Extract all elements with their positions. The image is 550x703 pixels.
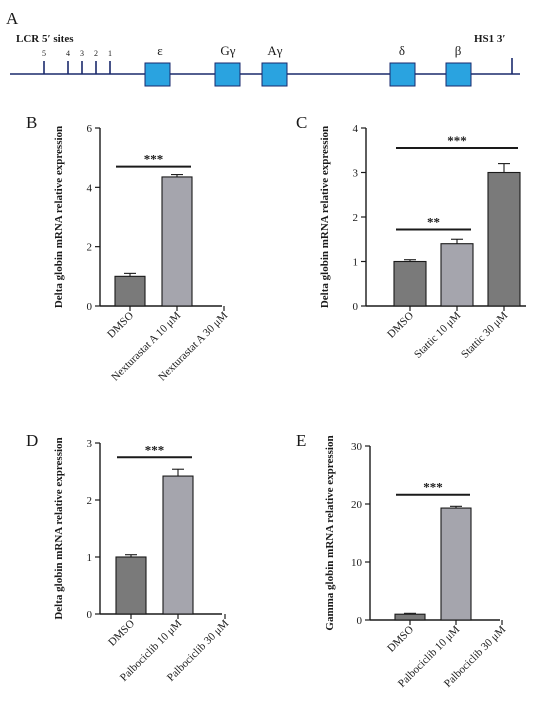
bar	[394, 613, 426, 621]
y-tick-label: 3	[87, 438, 93, 450]
hs-site-label: 5	[42, 49, 46, 58]
y-tick-label: 0	[87, 609, 93, 621]
category-label: DMSO	[105, 310, 136, 341]
hs-site-label: 2	[94, 49, 98, 58]
bar	[393, 260, 427, 307]
y-tick-label: 0	[357, 615, 363, 627]
lcr-label: LCR 5′ sites	[16, 33, 74, 45]
y-tick-label: 3	[353, 168, 359, 180]
chart-palbociclib-delta: 0 1 2 3 Delta globin mRNA relative expressio…	[53, 437, 231, 684]
significance-label: ***	[145, 442, 165, 457]
significance-label: ***	[423, 480, 443, 495]
gene-label: δ	[399, 43, 405, 58]
y-tick-label: 4	[353, 123, 359, 135]
chart-palbociclib-gamma: 0 10 20 30 Gamma globin mRNA relative expres…	[324, 435, 508, 689]
gene-box	[389, 62, 416, 87]
panel-letter-b: B	[26, 113, 37, 132]
significance-label: **	[427, 214, 440, 229]
y-tick-label: 2	[353, 212, 359, 224]
gene-label: ε	[157, 43, 163, 58]
y-tick-label: 1	[353, 257, 359, 269]
category-label: DMSO	[106, 618, 137, 649]
y-tick-label: 4	[87, 182, 93, 194]
bar	[114, 275, 146, 307]
panel-letter-d: D	[26, 431, 38, 450]
y-axis-label: Delta globin mRNA relative expression	[319, 126, 331, 308]
bar	[487, 171, 521, 307]
y-axis-label: Delta globin mRNA relative expression	[53, 126, 65, 308]
y-tick-label: 30	[351, 441, 363, 453]
hs-site-label: 3	[80, 49, 84, 58]
y-axis-label: Delta globin mRNA relative expression	[53, 437, 65, 619]
y-axis-label: Gamma globin mRNA relative expression	[324, 435, 336, 630]
locus-diagram: LCR 5′ sites HS1 3′ 5 4 3 2 1 ε Gγ Aγ δ β	[10, 33, 520, 87]
significance-label: ***	[447, 133, 467, 148]
y-tick-label: 10	[351, 557, 363, 569]
gene-box	[261, 62, 288, 87]
bar	[440, 507, 472, 621]
y-tick-label: 20	[351, 499, 363, 511]
gene-box	[445, 62, 472, 87]
panel-letter-a: A	[6, 9, 19, 28]
hs-site-label: 4	[66, 49, 70, 58]
gene-box	[214, 62, 241, 87]
category-label: DMSO	[385, 624, 416, 655]
chart-stattic: 0 1 2 3 4 Delta globin mRNA relative expressi…	[319, 123, 526, 361]
chart-nexturastat: 0 2 4 6 Delta globin mRNA relative expressio…	[53, 123, 230, 383]
panel-letter-e: E	[296, 431, 306, 450]
category-label: DMSO	[385, 310, 416, 341]
y-tick-label: 2	[87, 495, 93, 507]
bar	[162, 475, 194, 615]
bar	[115, 556, 147, 615]
y-tick-label: 2	[87, 242, 93, 254]
panel-letter-c: C	[296, 113, 307, 132]
bar	[440, 243, 474, 307]
gene-box	[144, 62, 171, 87]
y-tick-label: 6	[87, 123, 93, 135]
category-label: Stattic 30 μM	[459, 309, 510, 360]
category-label: Stattic 10 μM	[412, 309, 463, 360]
y-tick-label: 0	[87, 301, 93, 313]
significance-label: ***	[144, 152, 164, 167]
bar	[161, 176, 193, 307]
gene-label: Aγ	[267, 43, 282, 58]
gene-label: β	[455, 43, 462, 58]
y-tick-label: 1	[87, 552, 93, 564]
y-tick-label: 0	[353, 301, 359, 313]
hs-site-label: 1	[108, 49, 112, 58]
hs1-label: HS1 3′	[474, 33, 506, 45]
gene-label: Gγ	[220, 43, 235, 58]
